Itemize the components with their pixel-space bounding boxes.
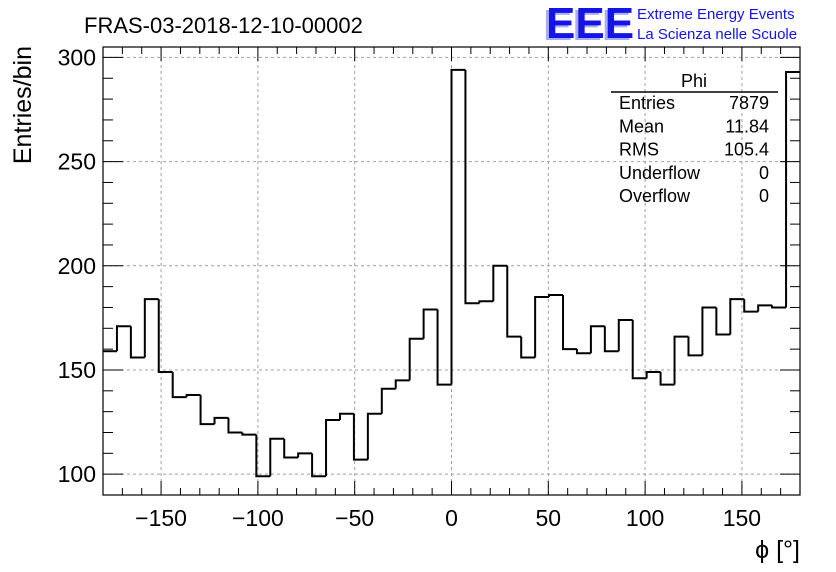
histogram-bin — [173, 372, 187, 397]
y-tick-label: 200 — [58, 253, 96, 279]
histogram-bin — [744, 299, 758, 312]
x-tick-label: 0 — [445, 505, 458, 531]
histogram-bin — [786, 72, 800, 307]
chart-title: FRAS-03-2018-12-10-00002 — [84, 13, 363, 38]
stats-box: Phi Entries 7879 Mean 11.84 RMS 105.4 Underflo… — [611, 71, 778, 206]
histogram-bin — [688, 337, 702, 356]
y-tick-label: 300 — [58, 44, 96, 70]
x-tick-label: 50 — [536, 505, 562, 531]
histogram-bin — [438, 310, 452, 385]
histogram-bin — [577, 349, 591, 353]
histogram-bin — [758, 305, 772, 311]
histogram-bin — [145, 299, 159, 357]
histogram-bin — [772, 305, 786, 307]
histogram-bin — [452, 70, 466, 385]
histogram-bin — [647, 372, 661, 378]
histogram-bin — [396, 380, 410, 388]
histogram-bin — [591, 326, 605, 353]
stats-row-label: Mean — [619, 116, 664, 136]
histogram-bin — [187, 395, 201, 397]
stats-row-value: 7879 — [729, 93, 769, 113]
logo-line1: Extreme Energy Events — [637, 6, 795, 23]
x-tick-label: 150 — [723, 505, 761, 531]
stats-row-value: 11.84 — [725, 116, 769, 136]
histogram-bin — [716, 307, 730, 334]
histogram-bin — [563, 295, 577, 349]
histogram-bin — [131, 326, 145, 357]
histogram-bin — [270, 439, 284, 477]
stats-row-value: 105.4 — [724, 140, 769, 160]
stats-row-value: 0 — [759, 163, 769, 183]
histogram-bin — [549, 295, 563, 297]
logo-line2: La Scienza nelle Scuole — [637, 26, 797, 43]
stats-row-label: Entries — [619, 93, 675, 113]
histogram-bin — [619, 320, 633, 351]
x-tick-label: −150 — [135, 505, 187, 531]
histogram-bin — [215, 418, 229, 424]
histogram-bin — [479, 301, 493, 303]
x-tick-label: −100 — [232, 505, 284, 531]
x-tick-labels: −150 −100 −50 0 50 100 150 — [135, 505, 761, 531]
histogram-bin — [354, 414, 368, 460]
histogram-bin — [298, 453, 312, 457]
histogram-bin — [242, 432, 256, 434]
histogram-bin — [340, 414, 354, 420]
y-axis-label: Entries/bin — [9, 46, 37, 164]
stats-row-label: Overflow — [619, 186, 691, 206]
y-tick-label: 100 — [58, 461, 96, 487]
histogram-bin — [256, 435, 270, 477]
histogram-bin — [117, 326, 131, 351]
histogram-bin — [702, 307, 716, 355]
histogram-bin — [368, 414, 382, 460]
x-axis-label: ϕ [°] — [755, 536, 800, 564]
histogram-chart: FRAS-03-2018-12-10-00002 EEE EEE Extreme… — [0, 0, 836, 572]
x-tick-label: 100 — [626, 505, 664, 531]
histogram-bin — [605, 326, 619, 351]
histogram-bin — [675, 337, 689, 385]
histogram-bin — [312, 453, 326, 476]
histogram-bin — [326, 420, 340, 476]
histogram-bin — [382, 389, 396, 414]
histogram-bin — [410, 339, 424, 381]
stats-row-label: Underflow — [619, 163, 701, 183]
y-tick-label: 150 — [58, 357, 96, 383]
histogram-bin — [465, 70, 479, 303]
stats-row-label: RMS — [619, 140, 659, 160]
histogram-bin — [507, 266, 521, 337]
y-tick-labels: 100 150 200 250 300 — [58, 44, 96, 487]
histogram-bin — [201, 395, 215, 424]
eee-logo: EEE EEE Extreme Energy Events La Scienza… — [543, 0, 797, 50]
y-tick-label: 250 — [58, 149, 96, 175]
stats-title: Phi — [681, 71, 707, 91]
histogram-bin — [284, 439, 298, 458]
histogram-bin — [535, 297, 549, 357]
histogram-bin — [424, 310, 438, 339]
x-tick-label: −50 — [335, 505, 374, 531]
logo-mark: EEE — [546, 0, 634, 48]
histogram-bin — [661, 372, 675, 385]
histogram-bin — [521, 337, 535, 358]
stats-row-value: 0 — [759, 186, 769, 206]
histogram-bin — [228, 418, 242, 433]
histogram-bin — [493, 266, 507, 301]
